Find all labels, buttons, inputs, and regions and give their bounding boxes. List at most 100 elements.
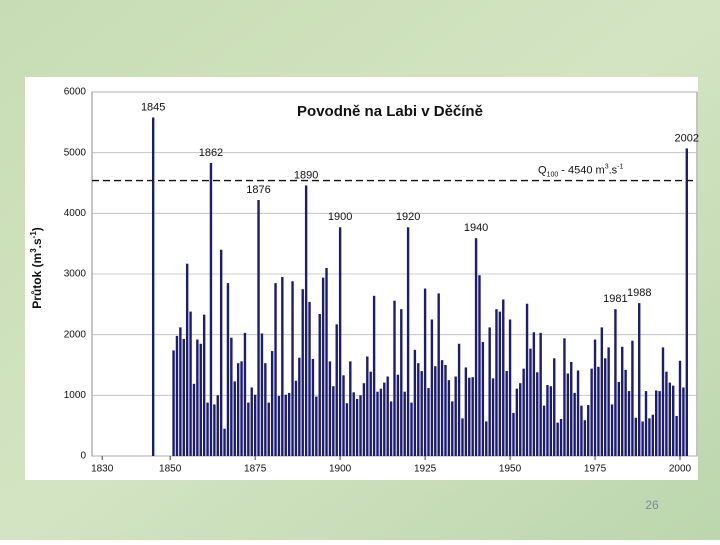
bar bbox=[196, 339, 199, 456]
bar bbox=[257, 199, 260, 456]
bar bbox=[403, 391, 406, 456]
y-label-sup: -1 bbox=[29, 231, 38, 239]
bar bbox=[539, 332, 542, 456]
bar bbox=[243, 332, 247, 456]
bar bbox=[260, 333, 264, 456]
x-tick-label: 1975 bbox=[584, 464, 607, 475]
bar bbox=[267, 402, 270, 456]
bar bbox=[508, 319, 512, 456]
x-tick-label: 2000 bbox=[669, 464, 692, 475]
bar bbox=[349, 361, 352, 456]
bar bbox=[175, 335, 179, 456]
annotation: 1900 bbox=[328, 211, 352, 223]
x-tick-label: 1850 bbox=[159, 464, 182, 475]
bar bbox=[185, 263, 189, 456]
bar bbox=[383, 382, 386, 456]
bar bbox=[420, 371, 423, 456]
bar bbox=[610, 404, 614, 456]
bar bbox=[233, 381, 236, 456]
bar bbox=[522, 368, 525, 456]
reference-label-part: - 4540 m bbox=[558, 164, 604, 176]
chart-title: Povodně na Labi v Děčíně bbox=[297, 103, 483, 120]
annotation: 1845 bbox=[141, 101, 165, 113]
bar bbox=[298, 357, 301, 456]
annotation: 1862 bbox=[199, 147, 223, 159]
bar bbox=[471, 377, 474, 456]
bar bbox=[362, 383, 366, 456]
bar bbox=[682, 387, 685, 456]
bar bbox=[179, 327, 182, 456]
bar bbox=[447, 380, 451, 456]
bar bbox=[651, 414, 655, 456]
bar bbox=[352, 392, 355, 456]
bar bbox=[413, 349, 417, 456]
annotation: 1876 bbox=[246, 184, 270, 196]
bar bbox=[223, 428, 226, 456]
bar bbox=[206, 402, 209, 456]
bar bbox=[189, 311, 192, 456]
annotation: 1890 bbox=[294, 169, 318, 181]
bar bbox=[655, 390, 658, 456]
bar bbox=[308, 301, 311, 456]
y-tick-label: 5000 bbox=[64, 147, 87, 158]
bar bbox=[566, 373, 570, 456]
y-label-part: .s bbox=[30, 238, 44, 248]
bar bbox=[668, 382, 672, 456]
bar bbox=[576, 370, 580, 456]
bar bbox=[614, 309, 617, 456]
y-axis-label: Průtok (m3.s-1) bbox=[29, 227, 44, 309]
bar bbox=[549, 386, 553, 456]
bar bbox=[240, 361, 243, 456]
annotation: 1940 bbox=[464, 222, 488, 234]
bar bbox=[376, 391, 379, 456]
bar bbox=[604, 358, 607, 456]
bar bbox=[291, 281, 294, 456]
bar bbox=[274, 283, 277, 456]
x-tick-label: 1900 bbox=[329, 464, 352, 475]
bar bbox=[294, 380, 298, 456]
bar bbox=[573, 392, 576, 456]
bar bbox=[590, 368, 593, 456]
bar bbox=[372, 295, 376, 456]
bar bbox=[192, 383, 196, 456]
bar bbox=[281, 277, 284, 456]
bar bbox=[464, 367, 468, 456]
bar bbox=[213, 404, 216, 456]
bar bbox=[474, 238, 478, 456]
x-tick-label: 1875 bbox=[244, 464, 267, 475]
bar bbox=[481, 341, 485, 456]
bar bbox=[264, 363, 267, 456]
bar bbox=[675, 415, 678, 456]
bar bbox=[172, 350, 175, 456]
y-tick-label: 1000 bbox=[64, 390, 87, 401]
bar bbox=[607, 347, 610, 456]
annotation: 1920 bbox=[396, 211, 420, 223]
bar bbox=[678, 360, 682, 456]
bar bbox=[325, 267, 328, 456]
bar bbox=[485, 421, 488, 456]
bar bbox=[559, 418, 563, 456]
bar bbox=[454, 376, 457, 456]
bar bbox=[685, 148, 689, 457]
reference-label-part: -1 bbox=[617, 163, 623, 170]
bar bbox=[519, 383, 522, 456]
bar bbox=[393, 300, 396, 456]
bar bbox=[597, 366, 600, 456]
reference-label-part: 3 bbox=[605, 163, 609, 170]
bar bbox=[301, 289, 304, 456]
bar bbox=[515, 388, 519, 456]
bar bbox=[270, 351, 274, 456]
bar bbox=[430, 319, 434, 456]
x-tick-label: 1830 bbox=[91, 464, 114, 475]
bar bbox=[182, 338, 185, 456]
reference-label-part: Q bbox=[538, 164, 547, 176]
bar bbox=[461, 418, 464, 456]
bar bbox=[512, 412, 515, 456]
y-label-sup: 3 bbox=[29, 248, 38, 253]
bar bbox=[202, 314, 206, 456]
bar bbox=[386, 376, 389, 456]
bar bbox=[634, 417, 638, 456]
page-number: 26 bbox=[645, 498, 659, 512]
